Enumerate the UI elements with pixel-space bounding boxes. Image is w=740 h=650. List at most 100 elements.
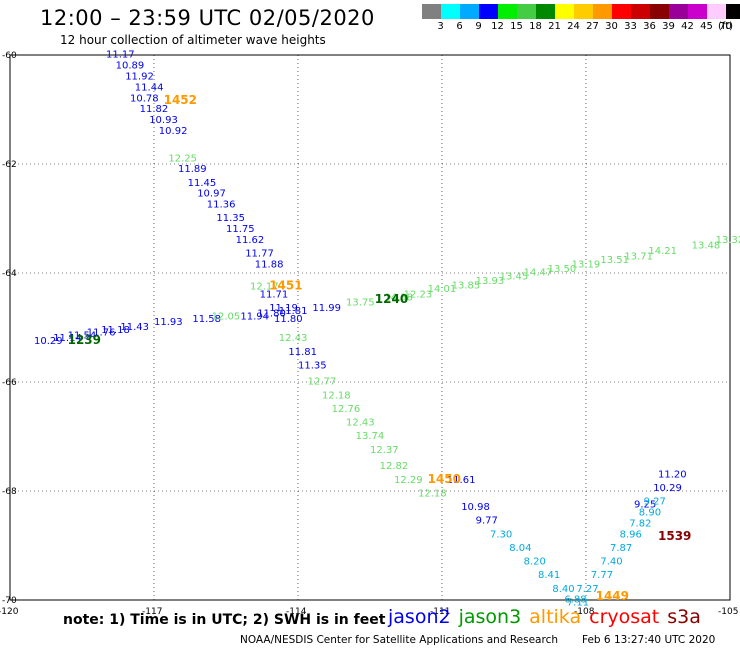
swh-value-label: 11.45 xyxy=(188,178,217,189)
pass-time-label: 1451 xyxy=(269,278,302,292)
swh-value-label: 13.75 xyxy=(346,298,375,309)
y-tick-label: -64 xyxy=(2,269,17,279)
legend-swatch xyxy=(441,4,460,19)
swh-value-label: 13.32 xyxy=(716,235,740,246)
swh-value-label: 10.29 xyxy=(34,336,63,347)
x-tick-label: -105 xyxy=(718,607,738,617)
swh-value-label: 14.01 xyxy=(428,284,457,295)
swh-value-label: 10.78 xyxy=(130,93,159,104)
x-tick-label: -120 xyxy=(0,607,19,617)
swh-value-label: 11.82 xyxy=(140,104,169,115)
footer-note: note: 1) Time is in UTC; 2) SWH is in fe… xyxy=(63,612,386,628)
swh-value-label: 14.47 xyxy=(524,268,553,279)
swh-value-label: 11.44 xyxy=(135,82,164,93)
swh-value-label: 8.41 xyxy=(538,570,560,581)
swh-value-label: 11.17 xyxy=(106,50,135,61)
swh-value-label: 8.40 xyxy=(552,584,574,595)
swh-value-label: 12.29 xyxy=(394,475,423,486)
swh-value-label: 12.18 xyxy=(322,390,351,401)
legend-tick-label: 33 xyxy=(624,21,637,32)
legend-tick-label: 45 xyxy=(700,21,713,32)
swh-value-label: 13.19 xyxy=(572,260,601,271)
pass-time-label: 1452 xyxy=(164,93,197,107)
swh-value-label: 13.74 xyxy=(356,431,385,442)
swh-value-label: 10.29 xyxy=(653,483,682,494)
swh-value-label: 11.18 xyxy=(101,325,130,336)
legend-tick-label: 27 xyxy=(586,21,599,32)
swh-value-label: 9.77 xyxy=(476,516,498,527)
swh-value-label: 13.71 xyxy=(624,251,653,262)
y-tick-label: -66 xyxy=(2,378,17,388)
swh-value-label: 11.71 xyxy=(260,290,289,301)
legend-tick-label: 30 xyxy=(605,21,618,32)
swh-value-label: 11.94 xyxy=(240,311,269,322)
swh-value-label: 10.93 xyxy=(149,115,178,126)
swh-value-label: 11.19 xyxy=(269,303,298,314)
swh-value-label: 11.35 xyxy=(216,213,245,224)
swh-value-label: 7.30 xyxy=(490,529,512,540)
swh-value-label: 13.85 xyxy=(452,280,481,291)
y-tick-label: -60 xyxy=(2,51,17,61)
legend-swatch xyxy=(498,4,517,19)
swh-value-label: 12.05 xyxy=(212,311,241,322)
swh-value-label: 12.18 xyxy=(418,488,447,499)
swh-value-label: 12.37 xyxy=(370,445,399,456)
color-scale-legend xyxy=(422,4,740,19)
satellite-name-jason2: jason2 xyxy=(388,606,451,628)
legend-swatch xyxy=(707,4,726,19)
swh-value-label: 11.88 xyxy=(255,260,284,271)
swh-value-label: 8.90 xyxy=(639,508,661,519)
swh-value-label: 7.27 xyxy=(576,584,598,595)
legend-swatch xyxy=(669,4,688,19)
swh-value-label: 12.82 xyxy=(380,461,409,472)
swh-value-label: 11.81 xyxy=(279,306,308,317)
swh-value-label: 11.54 xyxy=(68,330,97,341)
swh-value-label: 14.21 xyxy=(648,246,677,257)
pass-time-label: 1539 xyxy=(658,529,691,543)
pass-time-label: 1450 xyxy=(428,472,461,486)
legend-swatch xyxy=(517,4,536,19)
swh-value-label: 11.80 xyxy=(257,309,286,320)
legend-tick-label: 39 xyxy=(662,21,675,32)
x-tick-label: -117 xyxy=(142,607,162,617)
legend-swatch xyxy=(574,4,593,19)
legend-swatch xyxy=(536,4,555,19)
swh-value-label: 13.50 xyxy=(548,264,577,275)
swh-value-label: 11.99 xyxy=(312,303,341,314)
x-tick-label: -108 xyxy=(574,607,595,617)
swh-value-label: 11.43 xyxy=(120,322,149,333)
legend-swatch xyxy=(479,4,498,19)
swh-value-label: 7.87 xyxy=(610,543,632,554)
legend-swatch xyxy=(726,4,740,19)
legend-tick-label: 12 xyxy=(491,21,504,32)
legend-swatch xyxy=(688,4,707,19)
swh-value-label: 11.62 xyxy=(236,235,265,246)
map-frame xyxy=(9,54,731,601)
swh-value-label: 11.89 xyxy=(178,164,207,175)
swh-value-label: 11.81 xyxy=(288,347,317,358)
swh-value-label: 10.89 xyxy=(116,61,145,72)
swh-value-label: 8.96 xyxy=(620,529,642,540)
swh-value-label: 11.61 xyxy=(447,475,476,486)
x-tick-label: -114 xyxy=(286,607,307,617)
swh-value-label: 12.25 xyxy=(168,153,197,164)
legend-tick-label: 36 xyxy=(643,21,656,32)
legend-tick-label: 6 xyxy=(456,21,463,32)
swh-value-label: 12.76 xyxy=(332,404,361,415)
swh-value-label: 7.77 xyxy=(591,570,613,581)
swh-value-label: 10.97 xyxy=(197,189,226,200)
legend-swatch xyxy=(612,4,631,19)
swh-value-label: 11.80 xyxy=(274,314,303,325)
swh-value-label: 12.23 xyxy=(404,290,433,301)
legend-tick-label: 42 xyxy=(681,21,694,32)
swh-value-label: 7.82 xyxy=(629,518,651,529)
swh-value-label: 13.45 xyxy=(500,272,529,283)
swh-value-label: 6.88 xyxy=(564,595,586,606)
footer-organization: NOAA/NESDIS Center for Satellite Applica… xyxy=(240,634,558,646)
swh-value-label: 12.17 xyxy=(250,281,279,292)
footer-generated-time: Feb 6 13:27:40 UTC 2020 xyxy=(582,634,716,646)
swh-value-label: 7.40 xyxy=(600,557,622,568)
swh-value-label: 12.43 xyxy=(346,418,375,429)
satellite-legend: jason2 jason3 altika cryosat s3a xyxy=(388,606,709,628)
